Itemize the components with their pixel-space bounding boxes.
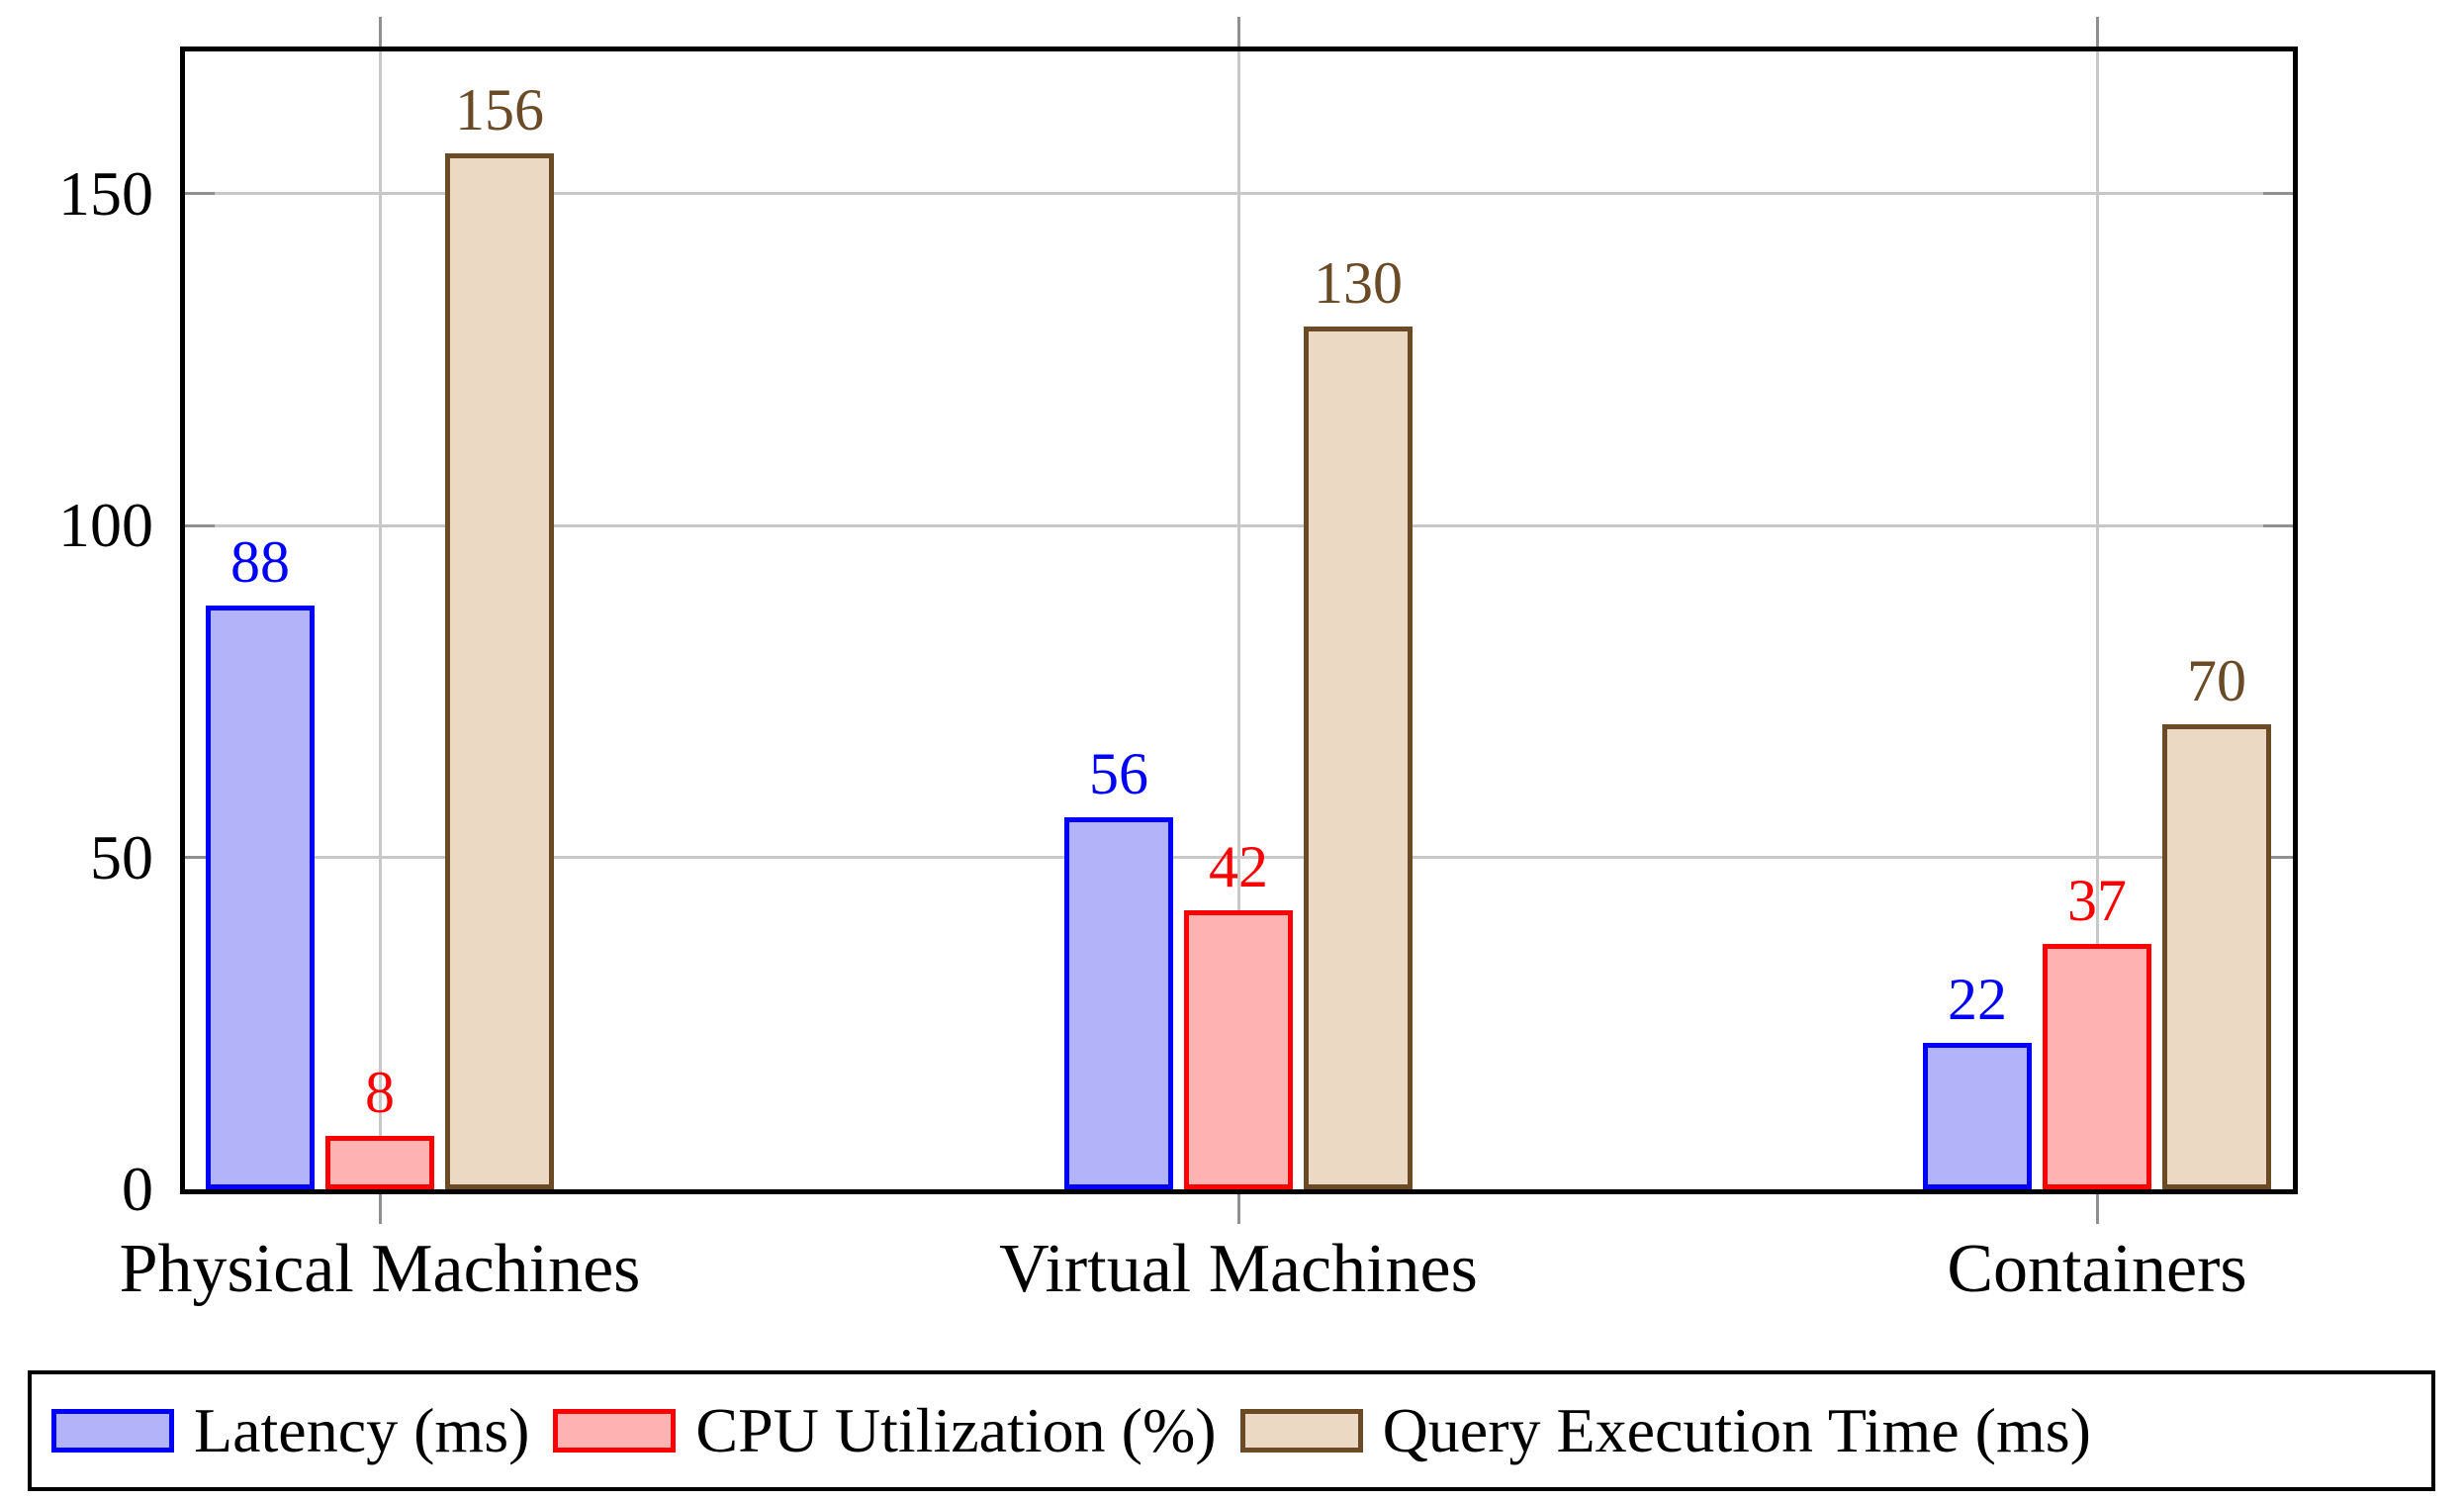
legend-label: Latency (ms): [194, 1395, 530, 1465]
y-tick-label: 150: [58, 157, 153, 229]
bar-value-label: 37: [2067, 868, 2127, 933]
bar-value-label: 42: [1209, 834, 1268, 899]
bar-value-label: 70: [2187, 648, 2246, 713]
x-tick-mark: [378, 1194, 382, 1224]
legend-item: Query Execution Time (ms): [1239, 1395, 2115, 1465]
gridline-vertical: [1236, 51, 1240, 1189]
legend-swatch: [553, 1409, 677, 1453]
x-category-label: Virtual Machines: [999, 1231, 1478, 1307]
plot-frame: 88 56 22 8 42 37 156 130 70: [180, 47, 2298, 1194]
bar-cpu-utilization-: [1184, 910, 1293, 1189]
bar-value-label: 8: [365, 1060, 395, 1125]
y-tick-mark: [2263, 192, 2293, 195]
bar-cpu-utilization-: [2043, 944, 2151, 1189]
y-tick-mark: [2263, 856, 2293, 859]
y-tick-mark: [185, 192, 215, 195]
bar-value-label: 56: [1089, 741, 1148, 806]
bar-latency-ms-: [1923, 1043, 2032, 1189]
gridline-vertical: [378, 51, 382, 1189]
legend-label: CPU Utilization (%): [695, 1395, 1217, 1465]
bar-value-label: 22: [1948, 967, 2007, 1032]
bar-latency-ms-: [1064, 817, 1173, 1189]
legend-swatch: [51, 1409, 174, 1453]
x-tick-mark: [1236, 17, 1240, 47]
bar-latency-ms-: [206, 606, 315, 1189]
bar-query-execution-time-ms-: [2162, 724, 2271, 1189]
x-tick-mark: [2095, 17, 2099, 47]
bar-value-label: 156: [455, 77, 544, 142]
y-tick-label: 50: [90, 821, 153, 892]
y-tick-mark: [185, 856, 215, 859]
bar-value-label: 88: [230, 529, 290, 595]
y-tick-label: 100: [58, 490, 153, 560]
x-tick-mark: [2095, 1194, 2099, 1224]
y-tick-mark: [185, 523, 215, 527]
bar-value-label: 130: [1314, 250, 1403, 316]
legend-item: CPU Utilization (%): [553, 1399, 1239, 1462]
legend-item: Latency (ms): [51, 1399, 553, 1462]
x-tick-mark: [1236, 1194, 1240, 1224]
legend: Latency (ms) CPU Utilization (%) Query Exe…: [28, 1370, 2435, 1491]
y-tick-mark: [2263, 523, 2293, 527]
legend-swatch: [1239, 1409, 1363, 1453]
bar-cpu-utilization-: [325, 1136, 434, 1189]
legend-label: Query Execution Time (ms): [1382, 1395, 2091, 1465]
bar-query-execution-time-ms-: [1304, 327, 1413, 1189]
x-tick-mark: [378, 17, 382, 47]
y-tick-label: 0: [122, 1154, 153, 1224]
gridline-vertical: [2095, 51, 2099, 1189]
bar-query-execution-time-ms-: [445, 153, 554, 1189]
x-category-label: Physical Machines: [119, 1231, 641, 1307]
x-category-label: Containers: [1947, 1231, 2247, 1307]
